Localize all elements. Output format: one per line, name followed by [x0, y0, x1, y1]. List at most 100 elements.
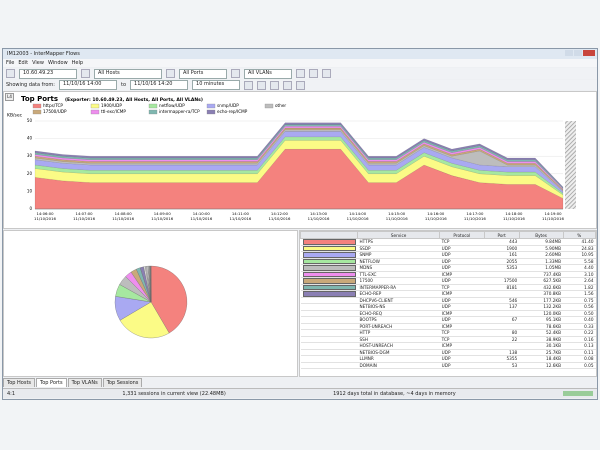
- tab[interactable]: Top Sessions: [102, 378, 143, 387]
- next-button[interactable]: [257, 80, 267, 90]
- legend-label: 17500/UDP: [43, 109, 67, 114]
- menu-item[interactable]: View: [32, 60, 44, 66]
- color-swatch: [302, 258, 356, 264]
- table-row[interactable]: NETBIOS-NS UDP 137 132.2KB 0.56: [300, 303, 596, 311]
- table-cell: [484, 271, 520, 278]
- table-row[interactable]: HOST-UNREACH ICMP 30.1KB 0.13: [300, 342, 596, 350]
- menu-item[interactable]: Edit: [18, 60, 29, 66]
- to-field[interactable]: 11/10/16 14:20: [130, 80, 189, 90]
- table-cell: 1.05MB: [519, 264, 563, 272]
- prev-button[interactable]: [244, 80, 254, 90]
- menu-item[interactable]: Window: [47, 60, 68, 66]
- table-row[interactable]: SSH TCP 22 38.9KB 0.16: [300, 336, 596, 343]
- table-row[interactable]: HTTPS TCP 443 9.84MB 41.40: [300, 238, 596, 246]
- table-cell: 53: [484, 362, 520, 369]
- tab[interactable]: Top VLANs: [67, 378, 102, 387]
- table-row[interactable]: DOMAIN UDP 53 12.6KB 0.05: [300, 362, 596, 369]
- column-header[interactable]: Bytes: [518, 231, 564, 239]
- swatch-cell: [300, 342, 358, 350]
- to-label: to: [120, 82, 127, 88]
- stop-button[interactable]: [322, 69, 331, 78]
- table-cell: 10.95: [563, 251, 596, 259]
- table-row[interactable]: DHCPV6-CLIENT UDP 546 177.2KB 0.75: [300, 297, 596, 304]
- legend-swatch: [32, 103, 42, 109]
- column-header[interactable]: %: [562, 231, 596, 239]
- interval-select[interactable]: 10 minutes: [192, 80, 241, 90]
- table-cell: UDP: [439, 297, 485, 304]
- table-cell: 17500: [357, 277, 440, 285]
- table-row[interactable]: NETFLOW UDP 2055 1.33MB 5.58: [300, 258, 596, 265]
- hosts-select[interactable]: All Hosts: [94, 68, 162, 79]
- menu-item[interactable]: Help: [71, 60, 84, 66]
- window-controls[interactable]: [565, 49, 595, 57]
- table-cell: TTL-EXC: [357, 271, 440, 278]
- table-cell: 1.33MB: [519, 258, 563, 265]
- table-cell: 5.90MB: [519, 245, 563, 252]
- table-cell: 52.4KB: [519, 329, 563, 337]
- back-button[interactable]: [296, 69, 305, 78]
- table-cell: UDP: [439, 277, 485, 285]
- swatch-cell: [300, 271, 358, 278]
- maximize[interactable]: [574, 50, 582, 56]
- table-row[interactable]: SNMP UDP 161 2.60MB 10.95: [300, 251, 596, 259]
- minimize[interactable]: [565, 50, 573, 56]
- hosts-icon[interactable]: [81, 69, 90, 78]
- table-cell: 0.22: [563, 329, 596, 337]
- table-cell: UDP: [439, 303, 485, 311]
- table-row[interactable]: TTL-EXC ICMP 737.4KB 3.10: [300, 271, 596, 278]
- table-row[interactable]: PORT-UNREACH ICMP 78.6KB 0.33: [300, 323, 596, 330]
- table-row[interactable]: MDNS UDP 5353 1.05MB 4.40: [300, 264, 596, 272]
- tab[interactable]: Top Hosts: [3, 378, 36, 387]
- close[interactable]: [583, 50, 595, 56]
- table-row[interactable]: SSDP UDP 1900 5.90MB 24.83: [300, 245, 596, 252]
- table-row[interactable]: INTERMAPPER-RA TCP 8181 432.6KB 1.82: [300, 284, 596, 291]
- ports-select[interactable]: All Ports: [179, 68, 227, 79]
- table-cell: TCP: [439, 284, 485, 291]
- table-cell: 25.7KB: [519, 349, 563, 356]
- table-cell: 432.6KB: [519, 284, 563, 291]
- exporter-icon[interactable]: [6, 69, 15, 78]
- table-cell: ECHO-REQ: [357, 310, 440, 317]
- menu-item[interactable]: File: [6, 60, 15, 66]
- table-cell: 2.60MB: [519, 251, 563, 259]
- table-cell: HTTP: [357, 329, 440, 337]
- y-tick-label: 40: [27, 136, 33, 141]
- vlans-icon[interactable]: [231, 69, 240, 78]
- table-cell: 67: [484, 316, 520, 324]
- table-row[interactable]: LLMNR UDP 5355 18.4KB 0.08: [300, 355, 596, 363]
- table-cell: 5353: [484, 264, 520, 272]
- column-header[interactable]: Port: [483, 231, 520, 239]
- from-field[interactable]: 11/10/16 14:00: [58, 80, 117, 90]
- forward-button[interactable]: [309, 69, 318, 78]
- legend-swatch: [148, 109, 158, 115]
- tab[interactable]: Top Ports: [36, 378, 67, 387]
- table-row[interactable]: NETBIOS-DGM UDP 138 25.7KB 0.11: [300, 349, 596, 356]
- zoom-out[interactable]: [283, 80, 293, 90]
- x-tick-date: 11/10/2016: [503, 216, 525, 221]
- ports-icon[interactable]: [166, 69, 175, 78]
- x-tick-label: 14:10:00: [193, 211, 211, 216]
- exporter-select[interactable]: 10.60.49.23: [19, 68, 77, 79]
- showing-label: Showing data from:: [6, 82, 55, 88]
- table-row[interactable]: ECHO-REP ICMP 370.8KB 1.56: [300, 290, 596, 298]
- toolbar: 10.60.49.23 All Hosts All Ports All VLAN…: [3, 68, 597, 79]
- zoom-in[interactable]: [270, 80, 280, 90]
- table-row[interactable]: BOOTPS UDP 67 95.1KB 0.40: [300, 316, 596, 324]
- vlans-select[interactable]: All VLANs: [244, 68, 292, 79]
- refresh[interactable]: [296, 80, 306, 90]
- column-header[interactable]: Protocol: [439, 231, 485, 239]
- legend-label: snmp/UDP: [217, 103, 239, 108]
- table-row[interactable]: 17500 UDP 17500 627.5KB 2.64: [300, 277, 596, 285]
- table-row[interactable]: ECHO-REQ ICMP 120.0KB 0.50: [300, 310, 596, 317]
- table-cell: 0.05: [563, 362, 596, 369]
- table-cell: MDNS: [357, 264, 440, 272]
- table-cell: ICMP: [439, 342, 485, 350]
- column-header[interactable]: Service: [356, 231, 441, 239]
- table-cell: NETBIOS-DGM: [357, 349, 440, 356]
- panel-subtitle: (Exporter: 10.60.49.23, All Hosts, All P…: [65, 97, 203, 103]
- layer-button[interactable]: L4: [5, 93, 14, 101]
- x-tick-date: 11/10/2016: [386, 216, 408, 221]
- table-row[interactable]: HTTP TCP 80 52.4KB 0.22: [300, 329, 596, 337]
- table-cell: 5.58: [563, 258, 596, 265]
- status-bar: 4:1 1,331 sessions in current view (22.4…: [3, 388, 597, 398]
